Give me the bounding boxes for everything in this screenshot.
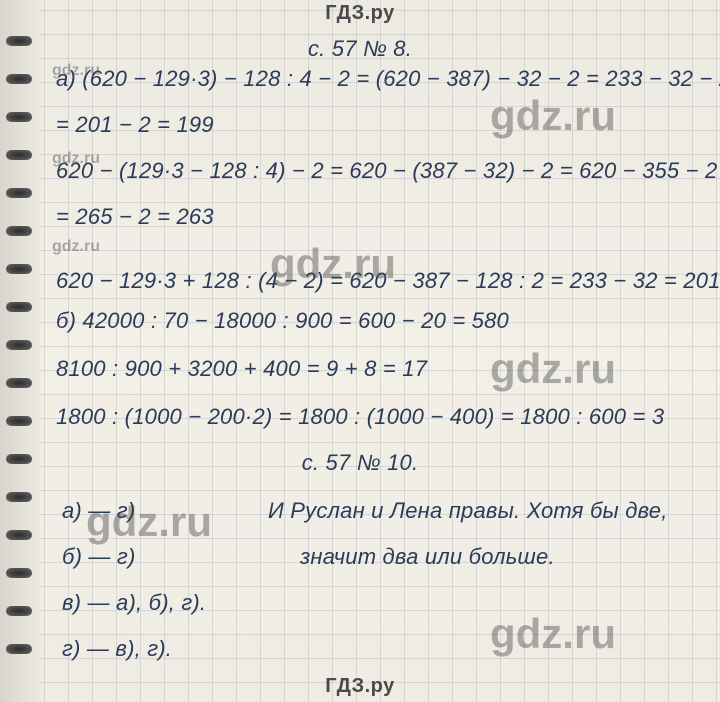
commentary-line-1: И Руслан и Лена правы. Хотя бы две, [268,498,710,524]
line-2: = 201 − 2 = 199 [56,112,710,138]
binding-hole [6,302,32,312]
page-footer: ГДЗ.ру [0,675,720,698]
section-title-1: с. 57 № 8. [0,36,720,62]
binding-hole [6,74,32,84]
binding-hole [6,188,32,198]
binding-hole [6,112,32,122]
line-6: б) 42000 : 70 − 18000 : 900 = 600 − 20 =… [56,308,710,334]
binding-hole [6,378,32,388]
section-title-2: с. 57 № 10. [0,450,720,476]
line-1: а) (620 − 129·3) − 128 : 4 − 2 = (620 − … [56,66,710,92]
notebook-page: ГДЗ.ру с. 57 № 8. а) (620 − 129·3) − 128… [0,0,720,702]
binding-hole [6,416,32,426]
binding-hole [6,150,32,160]
binding-hole [6,530,32,540]
spiral-binding [0,0,40,702]
answer-v: в) — а), б), г). [62,590,710,616]
line-4: = 265 − 2 = 263 [56,204,710,230]
line-7: 8100 : 900 + 3200 + 400 = 9 + 8 = 17 [56,356,710,382]
binding-hole [6,340,32,350]
binding-hole [6,644,32,654]
commentary-line-2: значит два или больше. [300,544,710,570]
binding-hole [6,264,32,274]
binding-hole [6,492,32,502]
binding-hole [6,568,32,578]
answer-g: г) — в), г). [62,636,710,662]
page-header: ГДЗ.ру [0,2,720,25]
line-5: 620 − 129·3 + 128 : (4 − 2) = 620 − 387 … [56,268,710,294]
binding-hole [6,606,32,616]
line-8: 1800 : (1000 − 200·2) = 1800 : (1000 − 4… [56,404,710,430]
line-3: 620 − (129·3 − 128 : 4) − 2 = 620 − (387… [56,158,710,184]
binding-hole [6,226,32,236]
